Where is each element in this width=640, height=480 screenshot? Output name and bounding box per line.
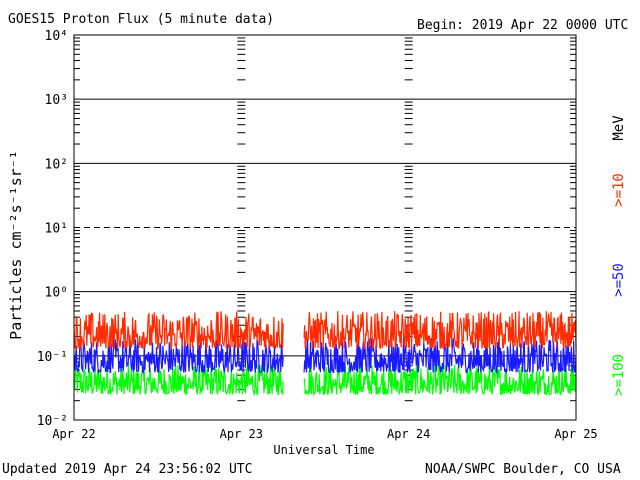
- series-line: [73, 338, 284, 375]
- legend-entry: >=100: [611, 354, 627, 396]
- plot-grid: [74, 37, 576, 402]
- x-axis-label: Universal Time: [273, 443, 374, 457]
- x-tick-label: Apr 23: [220, 427, 263, 441]
- y-tick-label: 10¹: [45, 222, 68, 237]
- credit-text: NOAA/SWPC Boulder, CO USA: [425, 462, 621, 477]
- x-tick-label: Apr 25: [554, 427, 597, 441]
- y-tick-label: 10⁴: [45, 29, 68, 44]
- plot-frame: [73, 34, 577, 421]
- y-axis-label: Particles cm⁻²s⁻¹sr⁻¹: [7, 150, 25, 340]
- energy-legend: >=10 >=50 >=100: [611, 173, 627, 396]
- x-tick-labels: Apr 22 Apr 23 Apr 24 Apr 25: [52, 427, 597, 441]
- y-tick-label: 10³: [45, 93, 68, 108]
- y-tick-label: 10²: [45, 157, 68, 172]
- y-tick-label: 10⁻²: [37, 414, 68, 429]
- series-line: [73, 363, 284, 397]
- x-tick-label: Apr 24: [387, 427, 430, 441]
- series-line: [73, 311, 284, 351]
- y-tick-labels: 10⁴ 10³ 10² 10¹ 10⁰ 10⁻¹ 10⁻²: [37, 29, 68, 429]
- energy-unit-label: MeV: [611, 115, 627, 141]
- series-line: [303, 337, 577, 375]
- begin-time: Begin: 2019 Apr 22 0000 UTC: [417, 18, 628, 33]
- chart-title: GOES15 Proton Flux (5 minute data): [8, 12, 274, 27]
- updated-time: Updated 2019 Apr 24 23:56:02 UTC: [2, 462, 252, 477]
- series-line: [303, 310, 577, 351]
- legend-entry: >=10: [611, 173, 627, 207]
- x-tick-label: Apr 22: [52, 427, 95, 441]
- legend-entry: >=50: [611, 263, 627, 297]
- flux-series: [73, 310, 577, 397]
- y-tick-label: 10⁻¹: [37, 350, 68, 365]
- y-tick-label: 10⁰: [45, 286, 68, 301]
